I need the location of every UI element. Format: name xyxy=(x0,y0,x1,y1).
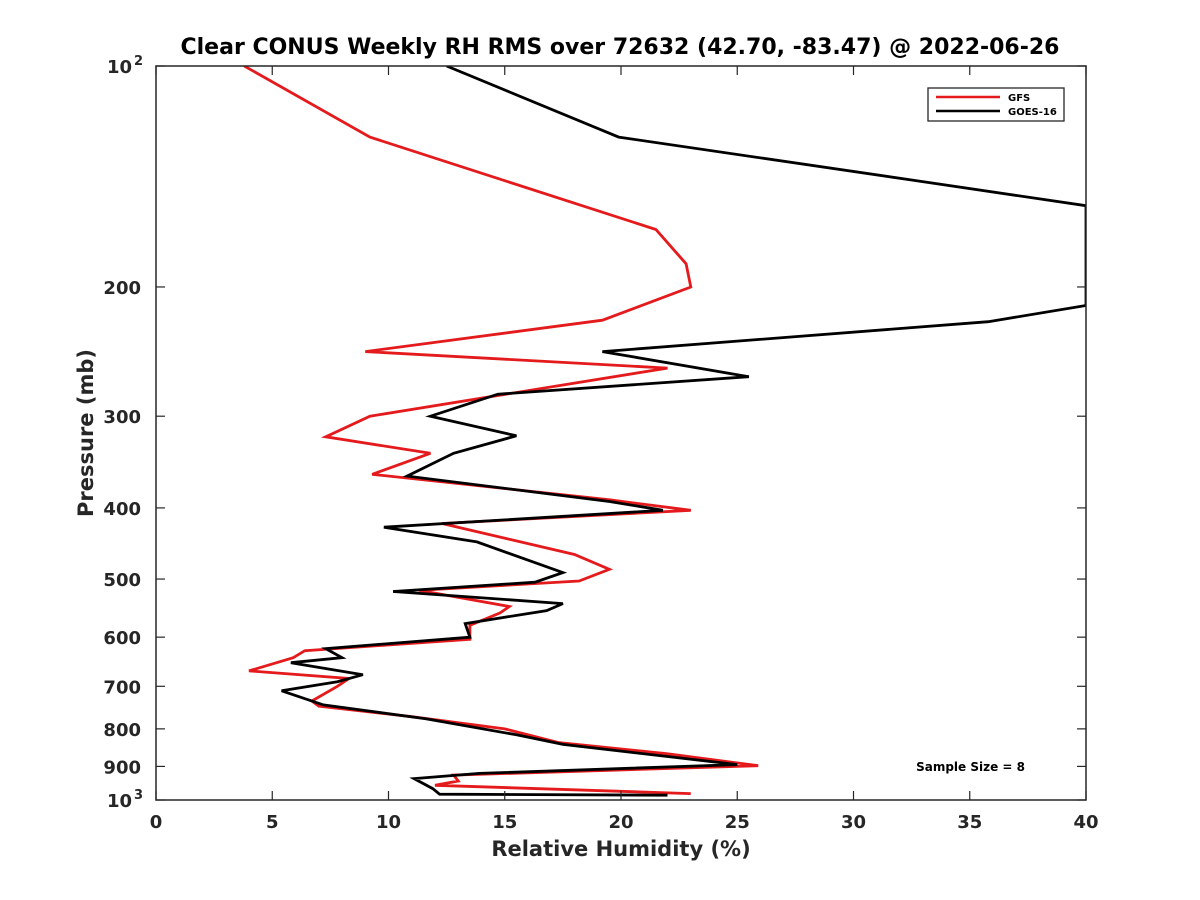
y-tick-exponent: 3 xyxy=(134,788,143,803)
series-line-goes-16 xyxy=(281,66,1086,797)
legend-box xyxy=(927,87,1065,122)
x-tick-label: 20 xyxy=(608,812,633,833)
series-lines xyxy=(243,66,1086,797)
y-tick-label: 600 xyxy=(103,628,141,649)
x-tick-label: 15 xyxy=(492,812,517,833)
chart-title: Clear CONUS Weekly RH RMS over 72632 (42… xyxy=(181,35,1060,60)
legend-label: GOES-16 xyxy=(1008,107,1057,118)
y-tick-label: 10 xyxy=(107,791,132,812)
y-tick-label: 400 xyxy=(103,499,141,520)
y-tick-exponent: 2 xyxy=(134,54,143,69)
legend: GFS GOES-16 xyxy=(927,87,1065,122)
y-axis-label: Pressure (mb) xyxy=(74,349,98,517)
x-tick-label: 5 xyxy=(266,812,279,833)
y-tick-label: 900 xyxy=(103,757,141,778)
x-tick-label: 35 xyxy=(957,812,982,833)
y-tick-label: 500 xyxy=(103,570,141,591)
x-tick-label: 0 xyxy=(150,812,163,833)
x-tick-label: 25 xyxy=(725,812,750,833)
legend-label: GFS xyxy=(1008,93,1030,104)
y-tick-label: 700 xyxy=(103,677,141,698)
sample-size-annotation: Sample Size = 8 xyxy=(916,760,1025,774)
x-tick-label: 40 xyxy=(1073,812,1098,833)
x-axis-ticks: 0 5 10 15 20 25 30 35 40 xyxy=(150,66,1099,833)
y-tick-label: 10 xyxy=(107,57,132,78)
x-tick-label: 30 xyxy=(841,812,866,833)
y-tick-label: 800 xyxy=(103,720,141,741)
x-tick-label: 10 xyxy=(376,812,401,833)
y-tick-label: 300 xyxy=(103,407,141,428)
x-axis-label: Relative Humidity (%) xyxy=(491,837,750,861)
series-line-gfs xyxy=(243,66,759,795)
y-tick-label: 200 xyxy=(103,278,141,299)
